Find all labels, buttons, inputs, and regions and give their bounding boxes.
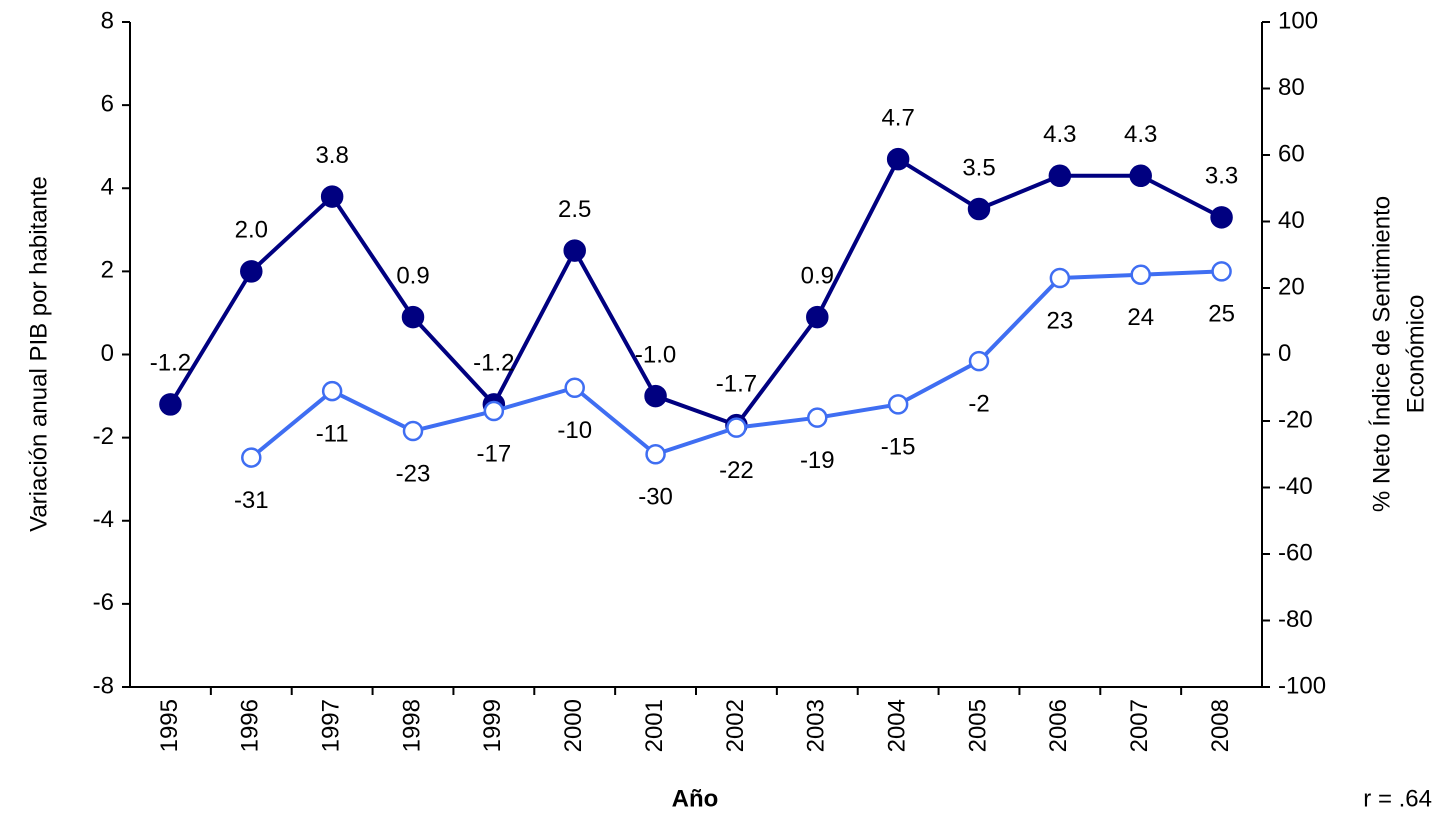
data-label: 3.5 (962, 154, 995, 181)
marker (887, 394, 909, 415)
y2-tick-label: 60 (1278, 140, 1305, 167)
marker (807, 407, 828, 428)
data-label: -31 (234, 487, 269, 514)
x-tick-label: 2001 (641, 699, 668, 752)
data-label: -1.2 (150, 350, 191, 377)
y-tick-label: 6 (101, 90, 114, 117)
data-label: 4.3 (1124, 121, 1157, 148)
marker (645, 444, 666, 465)
data-label: 24 (1127, 304, 1154, 331)
marker (1129, 164, 1152, 188)
x-tick-label: 2008 (1207, 699, 1234, 752)
x-tick-label: 2003 (803, 699, 830, 752)
marker (159, 393, 182, 416)
marker (806, 305, 829, 329)
data-label: -2 (968, 390, 989, 417)
marker (240, 260, 263, 283)
marker (320, 185, 344, 208)
x-tick-label: 2004 (883, 699, 910, 752)
data-label: -11 (316, 420, 349, 447)
data-label: -10 (557, 417, 592, 444)
marker (1048, 164, 1072, 188)
y2-tick-label: -80 (1278, 606, 1313, 633)
y2-axis-title: % Neto Índice de Sentimiento (1368, 196, 1395, 512)
marker (886, 147, 910, 171)
y2-axis-title: Económico (1402, 295, 1429, 414)
y2-tick-label: -40 (1278, 473, 1313, 500)
marker (402, 420, 424, 442)
x-axis-title: Año (672, 785, 719, 812)
y-tick-label: 0 (101, 340, 114, 367)
marker (564, 377, 585, 398)
x-tick-label: 2005 (964, 699, 991, 752)
x-tick-label: 2002 (722, 699, 749, 752)
data-label: -1.0 (635, 341, 676, 368)
y-tick-label: -4 (93, 506, 114, 533)
marker (726, 417, 747, 438)
y-tick-label: -2 (93, 423, 114, 450)
y2-tick-label: 40 (1278, 207, 1305, 234)
data-label: -15 (881, 434, 916, 461)
y2-tick-label: -100 (1278, 672, 1326, 699)
marker (483, 400, 505, 422)
y2-tick-label: 0 (1278, 340, 1291, 367)
data-label: 25 (1208, 301, 1235, 328)
marker (241, 447, 262, 468)
x-tick-label: 1996 (237, 699, 264, 752)
x-tick-label: 1999 (479, 699, 506, 752)
data-label: -19 (800, 447, 835, 474)
data-label: 4.7 (881, 105, 914, 132)
data-label: 23 (1047, 307, 1074, 334)
x-tick-label: 1998 (398, 699, 425, 752)
data-label: -1.7 (716, 371, 757, 398)
data-label: 2.0 (235, 217, 268, 244)
y-tick-label: -6 (93, 589, 114, 616)
data-label: 0.9 (396, 262, 429, 289)
marker (1049, 267, 1071, 289)
y2-tick-label: 80 (1278, 74, 1305, 101)
data-label: 3.3 (1205, 163, 1238, 190)
data-label: 4.3 (1043, 121, 1076, 148)
y2-tick-label: 100 (1278, 7, 1318, 34)
data-label: -23 (396, 460, 431, 487)
x-tick-label: 1995 (156, 699, 183, 752)
y-tick-label: -8 (93, 672, 114, 699)
x-tick-label: 2006 (1045, 699, 1072, 752)
y2-tick-label: -60 (1278, 539, 1313, 566)
y2-tick-label: 20 (1278, 273, 1305, 300)
x-tick-label: 2000 (560, 699, 587, 752)
marker (1211, 261, 1232, 282)
data-label: 3.8 (315, 142, 348, 169)
marker (968, 350, 990, 372)
x-tick-label: 2007 (1126, 699, 1153, 752)
y2-tick-label: -20 (1278, 406, 1313, 433)
data-label: -1.2 (473, 350, 514, 377)
annotation: r = .64 (1363, 785, 1432, 812)
y-tick-label: 8 (101, 7, 114, 34)
data-label: -22 (719, 457, 754, 484)
marker (401, 305, 425, 329)
x-tick-label: 1997 (317, 699, 344, 752)
marker (1130, 264, 1151, 285)
y-tick-label: 4 (101, 174, 114, 201)
marker (563, 239, 586, 262)
marker (321, 380, 343, 402)
y-tick-label: 2 (101, 257, 114, 284)
data-label: 0.9 (801, 262, 834, 289)
marker (644, 384, 667, 408)
data-label: -30 (638, 484, 673, 511)
y-axis-title: Variación anual PIB por habitante (25, 176, 52, 532)
marker (967, 197, 991, 221)
marker (1210, 206, 1233, 229)
series-line (168, 157, 1223, 428)
data-label: 2.5 (558, 196, 591, 223)
data-label: -17 (477, 440, 512, 467)
